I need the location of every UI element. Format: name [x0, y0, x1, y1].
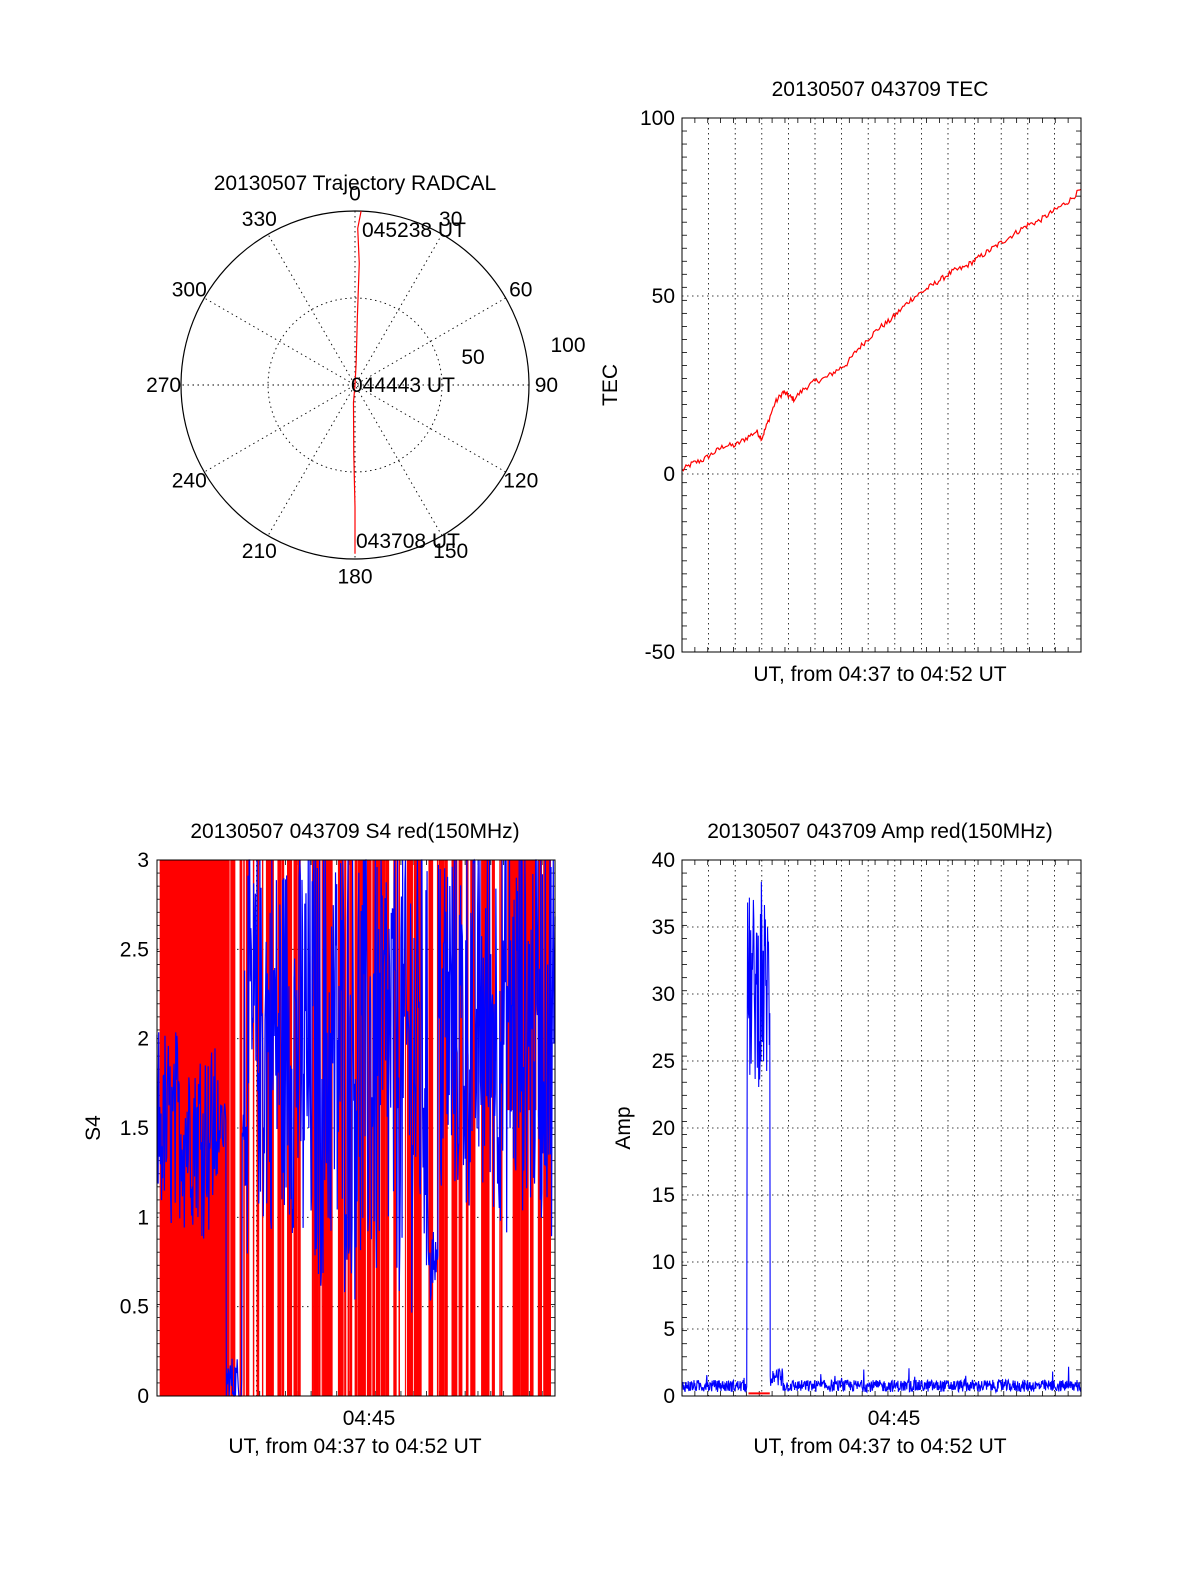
s4-x-tick-label: 04:45 [343, 1407, 396, 1430]
tec-y-axis-label: TEC [599, 364, 622, 406]
amp-y-tick-label: 15 [652, 1184, 675, 1207]
polar-radius-label-50: 50 [461, 346, 484, 369]
amp-y-tick-label: 10 [652, 1251, 675, 1274]
amp-y-axis-label: Amp [612, 1106, 635, 1149]
s4-y-tick-labels: 0 0.5 1 1.5 2 2.5 3 [120, 849, 149, 1408]
polar-annotation-045238: 045238 UT [362, 219, 466, 242]
polar-spoke [267, 234, 443, 536]
s4-title: 20130507 043709 S4 red(150MHz) [190, 820, 519, 843]
s4-y-tick-label: 1.5 [120, 1117, 149, 1140]
tec-x-axis-label: UT, from 04:37 to 04:52 UT [753, 663, 1006, 686]
polar-angle-label: 270 [146, 374, 181, 397]
s4-y-axis-label: S4 [82, 1115, 105, 1141]
s4-panel: 20130507 043709 S4 red(150MHz) 0 0.5 1 1.5 2… [82, 820, 556, 1458]
polar-angle-label: 240 [172, 470, 207, 493]
polar-angle-label: 180 [337, 565, 372, 588]
tec-panel: 20130507 043709 TEC -50 0 50 100 TEC UT, fr… [599, 78, 1082, 686]
polar-panel: 20130507 Trajectory RADCAL 0 30 60 90 120 150… [146, 172, 585, 588]
polar-angle-label: 150 [433, 540, 468, 563]
tec-y-tick-label: 50 [652, 285, 675, 308]
s4-y-tick-label: 1 [137, 1206, 149, 1229]
s4-y-tick-label: 0.5 [120, 1296, 149, 1319]
polar-angle-label: 0 [349, 183, 361, 206]
amp-y-tick-label: 20 [652, 1117, 675, 1140]
polar-annotation-044443: 044443 UT [351, 374, 455, 397]
polar-angle-label: 330 [242, 208, 277, 231]
polar-angle-label: 90 [535, 374, 558, 397]
tec-y-tick-label: -50 [645, 641, 675, 664]
amp-blue-series-line [681, 881, 1082, 1394]
polar-angle-label: 60 [509, 278, 532, 301]
polar-trajectory-line [352, 210, 362, 554]
amp-y-tick-labels: 0 5 10 15 20 25 30 35 40 [652, 849, 675, 1408]
s4-y-tick-label: 2.5 [120, 938, 149, 961]
tec-series-line [681, 188, 1082, 472]
polar-angle-label: 120 [503, 470, 538, 493]
amp-x-axis-label: UT, from 04:37 to 04:52 UT [753, 1435, 1006, 1458]
s4-blue-series-line [156, 858, 556, 1397]
amp-y-tick-label: 30 [652, 983, 675, 1006]
polar-title: 20130507 Trajectory RADCAL [214, 172, 497, 195]
amp-title: 20130507 043709 Amp red(150MHz) [707, 820, 1053, 843]
tec-y-tick-labels: -50 0 50 100 [640, 107, 675, 664]
amp-y-tick-label: 0 [663, 1385, 675, 1408]
amp-y-tick-label: 5 [663, 1318, 675, 1341]
s4-y-tick-label: 2 [137, 1028, 149, 1051]
polar-angle-labels: 0 30 60 90 120 150 180 210 240 270 300 330 [146, 183, 558, 589]
tec-title: 20130507 043709 TEC [772, 78, 989, 101]
amp-plot-frame [681, 859, 1082, 1397]
s4-x-axis-label: UT, from 04:37 to 04:52 UT [228, 1435, 481, 1458]
polar-radius-label-100: 100 [550, 334, 585, 357]
tec-grid [682, 118, 1081, 652]
s4-y-tick-label: 0 [137, 1385, 149, 1408]
s4-y-tick-label: 3 [137, 849, 149, 872]
s4-plot-frame [156, 859, 556, 1397]
polar-angle-label: 210 [242, 540, 277, 563]
amp-y-tick-label: 25 [652, 1050, 675, 1073]
polar-angle-label: 300 [172, 278, 207, 301]
amp-grid [682, 860, 1081, 1396]
amp-y-tick-label: 35 [652, 916, 675, 939]
tec-y-tick-label: 100 [640, 107, 675, 130]
polar-angle-label: 30 [439, 208, 462, 231]
amp-x-tick-label: 04:45 [868, 1407, 921, 1430]
tec-y-tick-label: 0 [663, 463, 675, 486]
tec-plot-frame [681, 117, 1082, 653]
amp-panel: 20130507 043709 Amp red(150MHz) 0 5 10 15 20… [612, 820, 1082, 1458]
amp-y-tick-label: 40 [652, 849, 675, 872]
polar-spoke [267, 234, 443, 536]
polar-annotation-043708: 043708 UT [356, 530, 460, 553]
